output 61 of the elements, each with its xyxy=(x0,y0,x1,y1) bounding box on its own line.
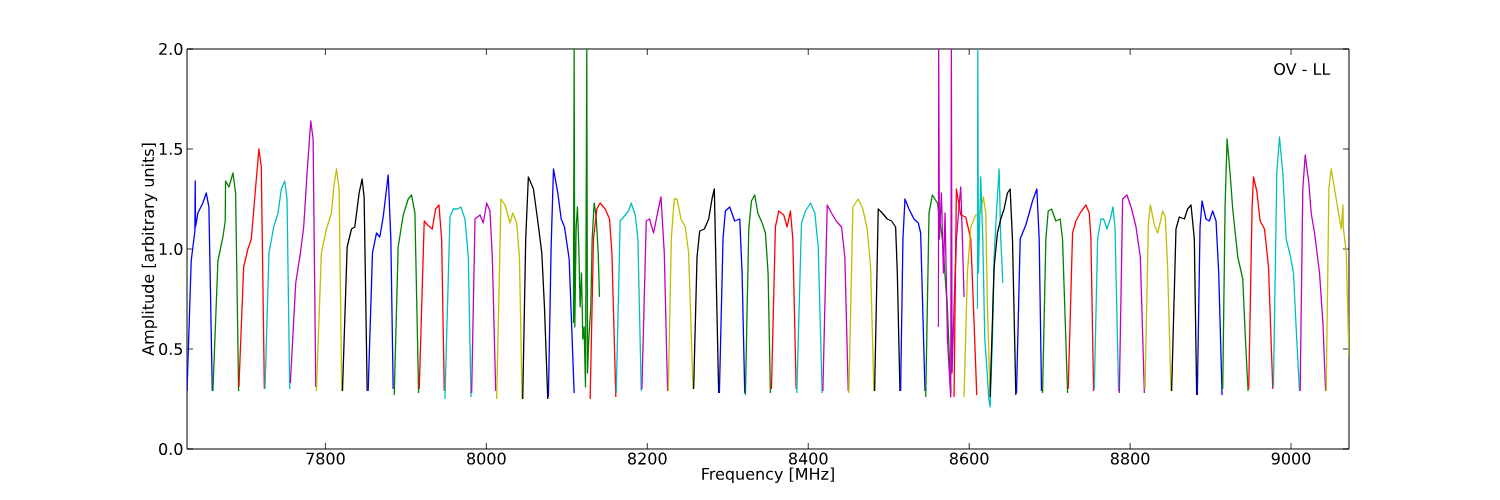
line-series xyxy=(393,194,420,396)
x-tick-label: 8400 xyxy=(788,452,828,465)
line-series xyxy=(693,188,720,394)
line-series xyxy=(444,206,472,400)
x-tick-label: 8000 xyxy=(467,452,506,465)
line-series xyxy=(589,202,617,400)
line-series xyxy=(963,196,991,398)
line-series xyxy=(989,188,1017,398)
y-tick-label: 1.5 xyxy=(159,143,183,155)
line-series xyxy=(212,172,240,392)
line-series xyxy=(976,48,1004,408)
line-series xyxy=(1015,188,1043,394)
line-series xyxy=(264,180,291,390)
line-series xyxy=(615,202,642,394)
line-series xyxy=(796,202,823,394)
y-tick-label: 0.0 xyxy=(159,442,183,456)
line-series xyxy=(822,204,849,392)
line-series xyxy=(641,196,669,392)
line-series xyxy=(547,168,575,398)
x-tick-label: 8200 xyxy=(628,452,667,465)
line-series xyxy=(770,210,797,390)
line-series xyxy=(572,48,601,388)
line-series xyxy=(1041,208,1069,394)
line-series xyxy=(1170,204,1198,396)
line-series xyxy=(1299,154,1327,392)
line-series xyxy=(522,176,549,400)
line-series xyxy=(1067,204,1095,392)
line-series xyxy=(238,148,265,390)
line-series xyxy=(667,198,694,392)
line-series xyxy=(1196,200,1223,396)
line-series xyxy=(1118,194,1146,394)
line-series xyxy=(848,198,875,394)
line-series xyxy=(341,178,368,392)
line-series xyxy=(418,204,445,392)
y-tick-label: 2.0 xyxy=(159,42,183,56)
line-series xyxy=(470,202,497,394)
line-series xyxy=(873,208,901,392)
line-series xyxy=(718,206,746,394)
line-series xyxy=(899,198,926,392)
line-series xyxy=(1144,204,1172,392)
line-series xyxy=(1248,176,1274,390)
y-axis-title: Amplitude [arbitrary units] xyxy=(141,143,158,356)
y-tick-label: 0.5 xyxy=(159,342,183,356)
line-series xyxy=(1272,136,1301,392)
x-tick-label: 8600 xyxy=(949,452,989,465)
line-series xyxy=(315,168,343,392)
x-tick-label: 7800 xyxy=(306,452,345,465)
line-series xyxy=(1222,138,1249,392)
line-series xyxy=(937,48,965,398)
line-series xyxy=(1093,206,1120,392)
line-series xyxy=(744,194,772,396)
y-tick-label: 1.0 xyxy=(159,242,183,256)
line-series xyxy=(1325,168,1349,392)
line-series xyxy=(367,174,394,392)
annotation: OV - LL xyxy=(1274,62,1331,76)
line-series xyxy=(953,188,978,398)
line-series xyxy=(496,198,523,400)
x-tick-label: 8800 xyxy=(1110,452,1150,465)
x-tick-label: 9000 xyxy=(1271,452,1311,465)
line-series xyxy=(289,120,317,388)
x-axis-title: Frequency [MHz] xyxy=(702,467,834,483)
